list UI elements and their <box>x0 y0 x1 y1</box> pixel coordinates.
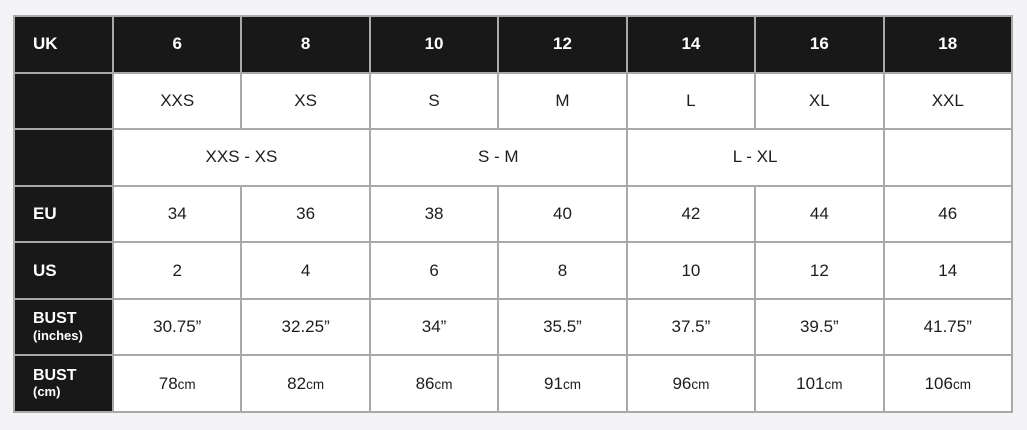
bust-cm-cell: 101cm <box>754 354 885 413</box>
bust-cm-value: 106 <box>924 373 953 393</box>
bust-cm-unit: cm <box>562 376 581 392</box>
bust-cm-unit: cm <box>177 376 196 392</box>
bust-inches-cell: 35.5” <box>497 297 628 357</box>
letter-range-cell: S - M <box>368 128 628 187</box>
row-header-bust-cm: BUST (cm) <box>13 354 114 413</box>
us-size-cell: 4 <box>240 241 371 300</box>
row-header-uk: UK <box>13 15 114 74</box>
row-header-empty <box>13 128 114 187</box>
letter-size-cell: XXS <box>111 71 243 131</box>
uk-size-cell: 18 <box>882 15 1014 74</box>
us-size-cell: 12 <box>754 241 885 300</box>
bust-inches-cell: 41.75” <box>882 297 1014 357</box>
table-row-bust-inches: BUST (inches) 30.75” 32.25” 34” 35.5” 37… <box>13 297 1014 357</box>
eu-size-cell: 44 <box>754 184 885 244</box>
us-size-cell: 6 <box>368 241 500 300</box>
us-size-cell: 10 <box>625 241 757 300</box>
bust-cm-value: 82 <box>287 373 307 393</box>
uk-size-cell: 8 <box>240 15 371 74</box>
us-size-cell: 8 <box>497 241 628 300</box>
row-header-sublabel: (inches) <box>33 327 83 343</box>
eu-size-cell: 36 <box>240 184 371 244</box>
bust-cm-unit: cm <box>306 376 325 392</box>
letter-range-cell-empty <box>882 128 1014 187</box>
bust-cm-cell: 96cm <box>625 354 757 413</box>
bust-cm-cell: 91cm <box>497 354 628 413</box>
uk-size-cell: 16 <box>754 15 885 74</box>
row-header-eu: EU <box>13 184 114 244</box>
size-chart-table: UK 6 8 10 12 14 16 18 XXS XS S M L XL XX… <box>13 15 1014 413</box>
bust-inches-cell: 37.5” <box>625 297 757 357</box>
table-row-eu: EU 34 36 38 40 42 44 46 <box>13 184 1014 244</box>
bust-inches-cell: 34” <box>368 297 500 357</box>
eu-size-cell: 42 <box>625 184 757 244</box>
table-row-bust-cm: BUST (cm) 78cm 82cm 86cm 91cm 96cm 101cm… <box>13 354 1014 413</box>
bust-cm-value: 78 <box>158 373 178 393</box>
bust-cm-unit: cm <box>691 376 710 392</box>
eu-size-cell: 38 <box>368 184 500 244</box>
bust-cm-value: 91 <box>544 373 563 393</box>
letter-size-cell: XXL <box>882 71 1014 131</box>
uk-size-cell: 14 <box>625 15 757 74</box>
uk-size-cell: 10 <box>368 15 500 74</box>
table-row-uk: UK 6 8 10 12 14 16 18 <box>13 15 1014 74</box>
bust-cm-cell: 86cm <box>368 354 500 413</box>
eu-size-cell: 40 <box>497 184 628 244</box>
row-header-label: BUST <box>33 367 77 385</box>
eu-size-cell: 34 <box>111 184 243 244</box>
uk-size-cell: 12 <box>497 15 628 74</box>
bust-cm-unit: cm <box>952 376 971 392</box>
eu-size-cell: 46 <box>882 184 1014 244</box>
bust-cm-unit: cm <box>434 376 453 392</box>
row-header-bust-inches: BUST (inches) <box>13 297 114 357</box>
table-row-us: US 2 4 6 8 10 12 14 <box>13 241 1014 300</box>
bust-inches-cell: 39.5” <box>754 297 885 357</box>
letter-range-cell: L - XL <box>625 128 885 187</box>
bust-cm-value: 101 <box>796 373 825 393</box>
row-header-empty <box>13 71 114 131</box>
bust-cm-value: 86 <box>415 373 435 393</box>
us-size-cell: 2 <box>111 241 243 300</box>
row-header-label: BUST <box>33 310 77 328</box>
letter-range-cell: XXS - XS <box>112 128 371 187</box>
letter-size-cell: L <box>625 71 757 131</box>
bust-cm-cell: 82cm <box>240 354 371 413</box>
row-header-sublabel: (cm) <box>33 384 61 400</box>
letter-size-cell: S <box>368 71 500 131</box>
letter-size-cell: XL <box>754 71 885 131</box>
us-size-cell: 14 <box>882 241 1014 300</box>
bust-cm-unit: cm <box>824 376 843 392</box>
table-row-letter-ranges: XXS - XS S - M L - XL <box>13 128 1014 187</box>
bust-cm-cell: 78cm <box>111 354 243 413</box>
letter-size-cell: XS <box>240 71 371 131</box>
letter-size-cell: M <box>497 71 628 131</box>
table-row-letter-sizes: XXS XS S M L XL XXL <box>13 71 1014 131</box>
row-header-us: US <box>13 241 114 300</box>
bust-inches-cell: 30.75” <box>111 297 243 357</box>
uk-size-cell: 6 <box>111 15 243 74</box>
bust-cm-value: 96 <box>672 373 692 393</box>
bust-inches-cell: 32.25” <box>240 297 371 357</box>
bust-cm-cell: 106cm <box>882 354 1014 413</box>
